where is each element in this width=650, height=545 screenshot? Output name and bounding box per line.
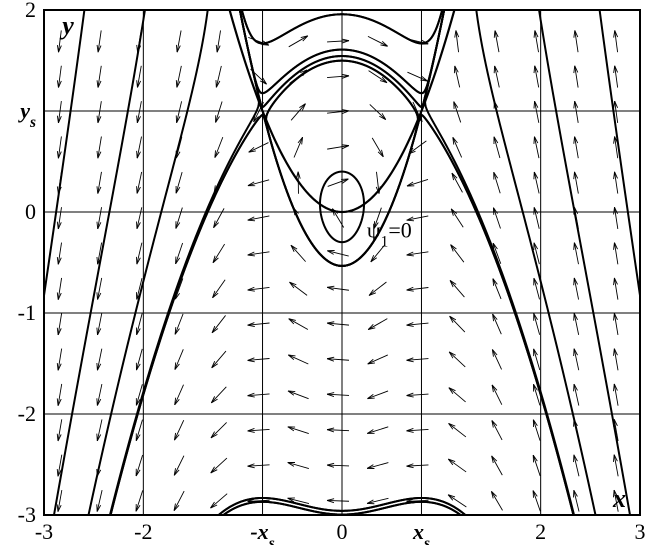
- xtick-label: 0: [337, 519, 348, 544]
- xtick-label: -3: [35, 519, 53, 544]
- xtick-label: 3: [635, 519, 646, 544]
- ytick-label: 0: [25, 199, 36, 224]
- ytick-label: 2: [25, 0, 36, 22]
- phase-portrait: -3-2023-xsxs-3-2-102ysxyψ1=0: [0, 0, 650, 545]
- ytick-label: -3: [18, 502, 36, 527]
- ytick-label: -1: [18, 300, 36, 325]
- y-axis-label: y: [59, 11, 74, 40]
- ytick-label: -2: [18, 401, 36, 426]
- xtick-label: 2: [535, 519, 546, 544]
- xtick-label: -2: [134, 519, 152, 544]
- x-axis-label: x: [612, 484, 626, 513]
